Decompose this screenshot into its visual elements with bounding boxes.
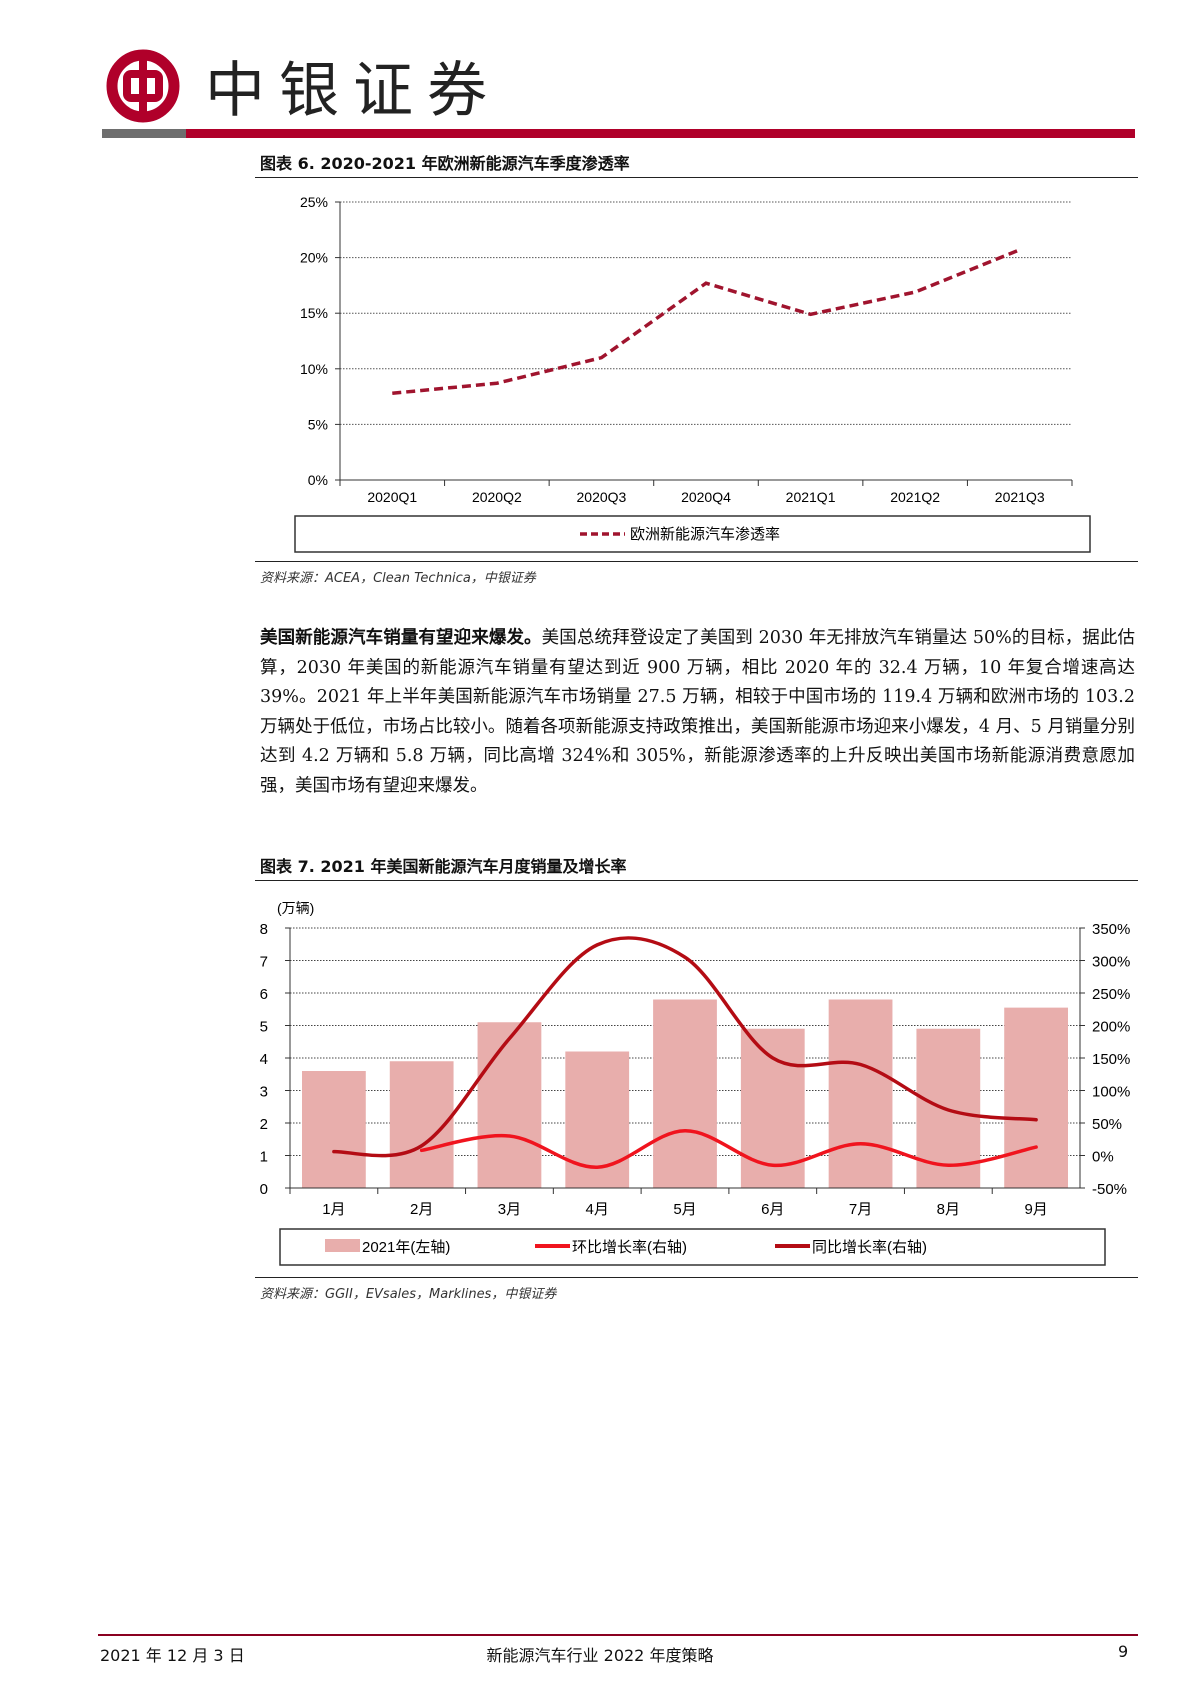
series-line-penetration [392, 248, 1021, 396]
divider [255, 880, 1138, 881]
page-number: 9 [1118, 1642, 1129, 1661]
legend-box [294, 515, 1091, 553]
figure6-source: 资料来源：ACEA，Clean Technica，中银证券 [260, 571, 536, 586]
legend-label: 同比增长率(右轴) [812, 1239, 927, 1256]
brand-name: 中银证券 [205, 56, 501, 126]
x-tick-label: 2021Q1 [786, 489, 836, 505]
header-bar-red [186, 129, 1135, 138]
x-tick-label: 4月 [586, 1201, 609, 1218]
y-tick-label: 25% [300, 194, 328, 210]
x-tick-label: 6月 [761, 1201, 784, 1218]
y-tick-label: 20% [300, 250, 328, 266]
y-tick-label: 10% [300, 361, 328, 377]
paragraph-lead: 美国新能源汽车销量有望迎来爆发。 [260, 628, 542, 648]
divider [255, 561, 1138, 562]
y-axis-unit: (万辆) [277, 900, 314, 916]
y-right-tick-label: 300% [1092, 954, 1130, 971]
y-tick-label: 5% [308, 416, 328, 432]
legend-label: 环比增长率(右轴) [572, 1239, 687, 1256]
legend-label: 欧洲新能源汽车渗透率 [630, 526, 780, 543]
y-right-tick-label: 150% [1092, 1051, 1130, 1068]
y-right-tick-label: 350% [1092, 921, 1130, 938]
y-right-tick-label: 100% [1092, 1084, 1130, 1101]
y-tick-label: 0% [308, 472, 328, 488]
figure6-title: 图表 6. 2020-2021 年欧洲新能源汽车季度渗透率 [260, 154, 630, 173]
chart-us-monthly-sales: (万辆) 0 1 2 3 4 5 6 7 8 -50% 0% 50% 100% 150% 200% 250% 30… [260, 900, 1130, 1266]
x-tick-label: 2020Q3 [577, 489, 627, 505]
bar-9 [1004, 1007, 1068, 1188]
divider [255, 177, 1138, 178]
x-tick-label: 2020Q2 [472, 489, 522, 505]
x-tick-label: 1月 [322, 1201, 345, 1218]
figure7-title: 图表 7. 2021 年美国新能源汽车月度销量及增长率 [260, 857, 627, 876]
bar-7 [828, 999, 893, 1188]
footer-doc-title: 新能源汽车行业 2022 年度策略 [486, 1646, 714, 1665]
divider [255, 1277, 1138, 1278]
footer-date: 2021 年 12 月 3 日 [100, 1646, 245, 1665]
x-tick-label: 8月 [937, 1201, 960, 1218]
series-line-mom [419, 1129, 1038, 1169]
y-right-tick-label: 200% [1092, 1019, 1130, 1036]
legend-swatch-bar [325, 1239, 360, 1252]
x-tick-label: 2020Q4 [681, 489, 731, 505]
y-left-tick-label: 3 [260, 1084, 268, 1101]
y-left-tick-label: 0 [260, 1181, 268, 1198]
y-right-tick-label: -50% [1092, 1181, 1127, 1198]
body-paragraph: 美国新能源汽车销量有望迎来爆发。美国总统拜登设定了美国到 2030 年无排放汽车… [260, 624, 1135, 801]
y-left-tick-label: 2 [260, 1116, 268, 1133]
bar-1 [302, 1071, 366, 1188]
paragraph-body: 美国总统拜登设定了美国到 2030 年无排放汽车销量达 50%的目标，据此估算，… [260, 628, 1136, 796]
y-right-tick-label: 50% [1092, 1116, 1122, 1133]
bar-3 [477, 1022, 542, 1188]
y-left-tick-label: 7 [260, 954, 268, 971]
boc-logo-icon [106, 49, 180, 123]
y-right-tick-label: 0% [1092, 1149, 1114, 1166]
bar-5 [653, 999, 717, 1188]
x-tick-label: 7月 [849, 1201, 872, 1218]
x-tick-label: 3月 [498, 1201, 521, 1218]
y-left-tick-label: 5 [260, 1019, 268, 1036]
y-tick-label: 15% [300, 305, 328, 321]
y-left-tick-label: 4 [260, 1051, 268, 1068]
chart-penetration-rate: 0% 5% 10% 15% 20% 25% 2020Q1 2020Q2 2020Q3 2020Q4… [294, 194, 1091, 553]
x-tick-label: 2020Q1 [367, 489, 417, 505]
figure7-source: 资料来源：GGII，EVsales，Marklines，中银证券 [260, 1287, 557, 1302]
x-tick-label: 5月 [673, 1201, 696, 1218]
y-left-tick-label: 1 [260, 1149, 268, 1166]
legend-label: 2021年(左轴) [362, 1239, 450, 1256]
x-tick-label: 2021Q3 [995, 489, 1045, 505]
x-tick-label: 9月 [1024, 1201, 1047, 1218]
y-left-tick-label: 6 [260, 986, 268, 1003]
bar-4 [565, 1051, 630, 1188]
y-left-tick-label: 8 [260, 921, 268, 938]
x-tick-label: 2021Q2 [890, 489, 940, 505]
x-tick-label: 2月 [410, 1201, 433, 1218]
y-right-tick-label: 250% [1092, 986, 1130, 1003]
footer-divider [98, 1634, 1138, 1636]
header-bar-gray [102, 129, 186, 138]
legend-box [279, 1228, 1106, 1266]
